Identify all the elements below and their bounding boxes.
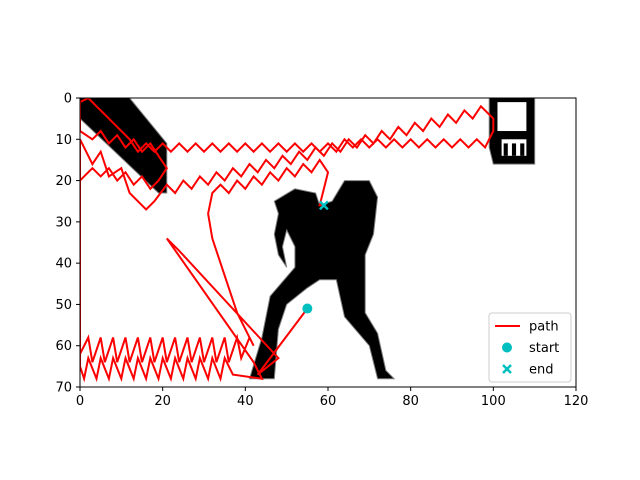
y-tick-label: 70 <box>55 381 72 396</box>
x-tick-label: 120 <box>564 394 589 409</box>
end-marker-stroke-2 <box>318 200 329 211</box>
y-axis: 0 10 20 30 40 50 60 70 <box>55 92 80 396</box>
x-tick-label: 60 <box>320 394 337 409</box>
end-marker <box>318 200 329 211</box>
x-tick-label: 80 <box>402 394 419 409</box>
sign-bar-2 <box>520 143 525 156</box>
x-tick-label: 0 <box>76 394 84 409</box>
x-tick-label: 100 <box>481 394 506 409</box>
y-tick-label: 10 <box>55 133 72 148</box>
sign-bar-0 <box>503 143 508 156</box>
x-tick-label: 20 <box>154 394 171 409</box>
start-marker <box>302 303 313 314</box>
legend-label-path: path <box>529 320 559 335</box>
sign-bar-1 <box>511 143 517 156</box>
path-layer <box>80 98 495 383</box>
y-tick-label: 60 <box>55 339 72 354</box>
y-tick-label: 40 <box>55 257 72 272</box>
x-axis: 0 20 40 60 80 100 120 <box>76 387 589 409</box>
y-tick-label: 20 <box>55 174 72 189</box>
legend-start-swatch <box>502 342 512 353</box>
y-tick-label: 0 <box>64 92 72 107</box>
sign-window <box>497 102 527 132</box>
y-tick-label: 50 <box>55 298 72 313</box>
x-tick-label: 40 <box>237 394 254 409</box>
path-line <box>80 98 495 383</box>
legend-label-end: end <box>529 363 554 378</box>
legend-end-swatch <box>502 364 512 374</box>
legend-end-stroke-2 <box>502 364 512 374</box>
markers-layer <box>302 200 329 314</box>
y-tick-label: 30 <box>55 215 72 230</box>
legend-label-start: start <box>529 341 559 356</box>
legend: path start end <box>488 312 572 383</box>
obstacle-person-silhouette <box>248 180 396 380</box>
